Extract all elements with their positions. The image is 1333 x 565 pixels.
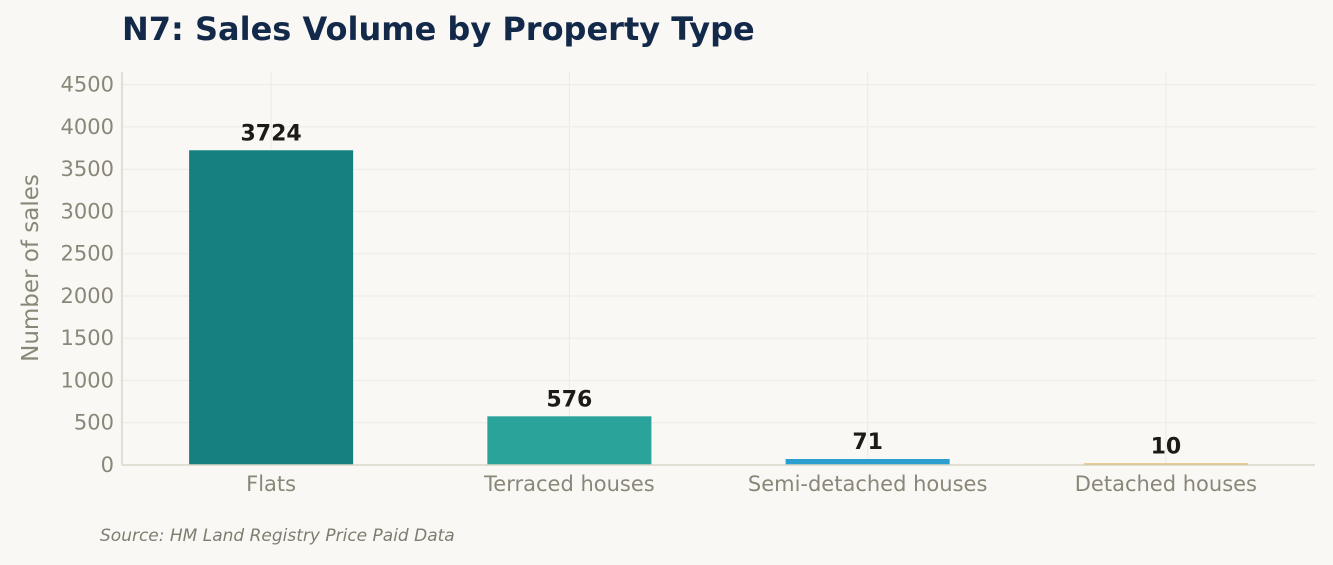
chart-title: N7: Sales Volume by Property Type	[122, 10, 755, 48]
bars	[189, 150, 1248, 465]
y-tick-label: 2500	[61, 242, 114, 266]
y-axis-title: Number of sales	[18, 174, 44, 362]
bar-flats	[189, 150, 354, 465]
x-tick-label: Detached houses	[1075, 472, 1257, 496]
y-tick-label: 3000	[61, 199, 114, 223]
source-note: Source: HM Land Registry Price Paid Data	[100, 526, 455, 546]
bar-terraced-houses	[487, 416, 652, 465]
x-tick-label: Semi-detached houses	[748, 472, 988, 496]
data-label: 71	[852, 430, 883, 455]
axes	[121, 72, 1315, 466]
y-tick-label: 500	[74, 411, 114, 435]
y-tick-label: 1000	[61, 368, 114, 392]
data-label: 3724	[241, 121, 302, 146]
y-tick-label: 4000	[61, 115, 114, 139]
y-tick-label: 4500	[61, 73, 114, 97]
x-tick-label: Flats	[246, 472, 296, 496]
y-tick-label: 1500	[61, 326, 114, 350]
y-tick-label: 2000	[61, 284, 114, 308]
x-tick-label: Terraced houses	[483, 472, 655, 496]
bar-semi-detached-houses	[785, 458, 950, 465]
y-tick-label: 0	[101, 453, 114, 477]
y-tick-label: 3500	[61, 157, 114, 181]
data-label: 576	[546, 387, 592, 412]
labels: 0 500 1000 1500 2000 2500 3000 3500 4000 4500 3724…	[61, 73, 1257, 496]
data-label: 10	[1151, 435, 1182, 460]
